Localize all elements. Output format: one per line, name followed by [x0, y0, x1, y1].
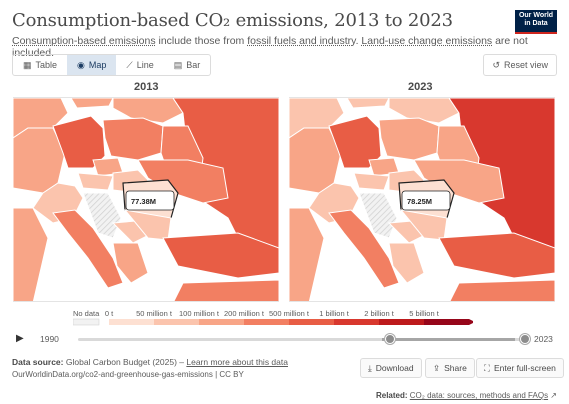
tooltip-box-2023 — [401, 190, 451, 211]
country-greece[interactable] — [388, 242, 425, 284]
learn-more-link[interactable]: Learn more about this data — [186, 357, 288, 367]
legend-tick-label: 2 billion t — [364, 309, 395, 318]
country-italy[interactable] — [52, 209, 124, 289]
timeline-selected-range — [382, 338, 515, 341]
legend-svg: No data 0 t 50 million t 100 million t 200 m… — [72, 309, 475, 326]
countries-2013 — [13, 98, 279, 302]
timeline-start-label: 1990 — [40, 334, 59, 344]
download-button[interactable]: ⤓ Download — [360, 358, 422, 378]
legend-swatch — [379, 319, 424, 325]
country-balkans[interactable] — [82, 192, 122, 239]
country-baltic[interactable] — [388, 98, 460, 124]
tooltip-box-2013 — [125, 190, 175, 211]
play-button[interactable]: ▶ — [16, 333, 24, 344]
table-icon: ▦ — [23, 59, 32, 70]
legend-tick-label: 100 million t — [179, 309, 220, 318]
map-2013[interactable]: 77.38M — [13, 97, 279, 302]
countries-2023 — [289, 98, 555, 302]
legend-tick-label: 50 million t — [136, 309, 173, 318]
play-icon: ▶ — [16, 333, 24, 344]
legend-swatch — [244, 319, 289, 325]
country-france[interactable] — [289, 127, 342, 194]
timeline-end-label: 2023 — [534, 334, 553, 344]
subtitle-link-consumption[interactable]: Consumption-based emissions — [12, 35, 156, 47]
country-italy[interactable] — [328, 209, 400, 289]
subtitle-link-landuse[interactable]: Land-use change emissions — [361, 35, 493, 47]
tab-map[interactable]: ◉ Map — [67, 55, 117, 75]
country-denmark[interactable] — [346, 98, 390, 109]
external-link-icon: ↗ — [550, 391, 557, 400]
country-france[interactable] — [13, 127, 66, 194]
share-button[interactable]: ⇪ Share — [425, 358, 475, 378]
tooltip-value-2013: 77.38M — [131, 197, 157, 206]
fullscreen-icon: ⛶ — [484, 362, 490, 373]
country-austria[interactable] — [77, 172, 114, 191]
chart-title: Consumption-based CO₂ emissions, 2013 to… — [12, 10, 453, 31]
legend-arrow — [469, 319, 475, 325]
legend-tick-label: 1 billion t — [319, 309, 350, 318]
share-icon: ⇪ — [433, 362, 441, 373]
globe-icon: ◉ — [77, 59, 85, 70]
reset-view-button[interactable]: ↺ Reset view — [483, 54, 557, 76]
timeline-start-handle[interactable] — [384, 334, 395, 344]
tooltip-value-2023: 78.25M — [407, 197, 433, 206]
owid-logo[interactable]: Our World in Data — [515, 10, 557, 34]
legend-tick-label: 500 million t — [269, 309, 310, 318]
legend-swatch — [199, 319, 244, 325]
map-year-right: 2023 — [408, 81, 433, 93]
country-poland[interactable] — [102, 117, 164, 161]
related-line: Related: CO₂ data: sources, methods and … — [375, 391, 557, 400]
download-icon: ⤓ — [368, 362, 372, 373]
legend-swatch — [424, 319, 469, 325]
related-link[interactable]: CO₂ data: sources, methods and FAQs — [409, 391, 549, 400]
country-spain[interactable] — [13, 207, 49, 302]
fullscreen-button[interactable]: ⛶ Enter full-screen — [476, 358, 564, 378]
tab-bar[interactable]: ▤ Bar — [173, 59, 201, 71]
reset-icon: ↺ — [492, 59, 500, 70]
country-greece[interactable] — [112, 242, 149, 284]
line-chart-icon: ⟋ — [126, 59, 133, 70]
country-poland[interactable] — [378, 117, 440, 161]
country-balkans[interactable] — [358, 192, 398, 239]
legend-nodata-swatch — [72, 318, 100, 326]
map-2023-svg — [289, 98, 555, 302]
legend-tick-label: 200 million t — [224, 309, 265, 318]
legend-swatch — [334, 319, 379, 325]
country-turkey[interactable] — [162, 232, 279, 279]
data-source-line: Data source: Global Carbon Budget (2025)… — [12, 357, 288, 367]
legend-nodata-label: No data — [73, 309, 100, 318]
legend-swatch — [154, 319, 199, 325]
country-austria[interactable] — [353, 172, 390, 191]
country-turkey[interactable] — [438, 232, 555, 279]
country-middle-east[interactable] — [449, 279, 555, 302]
legend-tick-label: 5 billion t — [409, 309, 440, 318]
map-legend: No data 0 t 50 million t 100 million t 200 m… — [72, 309, 475, 331]
country-middle-east[interactable] — [173, 279, 279, 302]
bar-chart-icon: ▤ — [173, 59, 183, 70]
legend-swatch — [289, 319, 334, 325]
subtitle-link-fossil[interactable]: fossil fuels and industry — [247, 35, 356, 47]
tab-table[interactable]: ▦ Table — [23, 59, 58, 71]
tab-line[interactable]: ⟋ Line — [126, 59, 154, 71]
country-baltic[interactable] — [112, 98, 184, 124]
chart-subtitle: Consumption-based emissions include thos… — [12, 35, 528, 59]
timeline-slider[interactable] — [78, 334, 530, 344]
country-spain[interactable] — [289, 207, 325, 302]
legend-tick-label: 0 t — [105, 309, 114, 318]
legend-swatch — [109, 319, 154, 325]
chart-type-tabs: ▦ Table ◉ Map ⟋ Line ▤ Bar — [12, 54, 212, 76]
source-url: OurWorldinData.org/co2-and-greenhouse-ga… — [12, 370, 244, 379]
map-year-left: 2013 — [134, 81, 159, 93]
map-2023[interactable]: 78.25M — [289, 97, 555, 302]
country-denmark[interactable] — [70, 98, 114, 109]
timeline-end-handle[interactable] — [520, 334, 530, 344]
map-2013-svg — [13, 98, 279, 302]
